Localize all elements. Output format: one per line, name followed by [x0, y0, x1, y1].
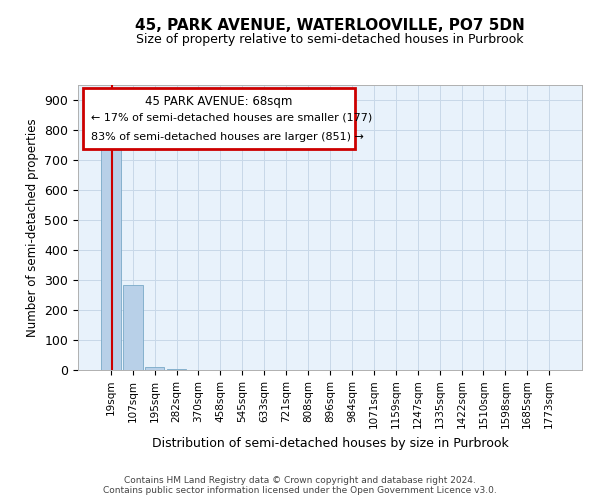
Bar	[145, 367, 164, 370]
Bar	[123, 284, 143, 370]
Text: ← 17% of semi-detached houses are smaller (177): ← 17% of semi-detached houses are smalle…	[91, 112, 372, 122]
Text: 45 PARK AVENUE: 68sqm: 45 PARK AVENUE: 68sqm	[145, 95, 293, 108]
X-axis label: Distribution of semi-detached houses by size in Purbrook: Distribution of semi-detached houses by …	[152, 437, 508, 450]
Text: 83% of semi-detached houses are larger (851) →: 83% of semi-detached houses are larger (…	[91, 132, 364, 142]
Bar	[101, 145, 121, 370]
Y-axis label: Number of semi-detached properties: Number of semi-detached properties	[26, 118, 39, 337]
FancyBboxPatch shape	[83, 88, 355, 149]
Text: Contains HM Land Registry data © Crown copyright and database right 2024.
Contai: Contains HM Land Registry data © Crown c…	[103, 476, 497, 495]
Text: Size of property relative to semi-detached houses in Purbrook: Size of property relative to semi-detach…	[136, 32, 524, 46]
Text: 45, PARK AVENUE, WATERLOOVILLE, PO7 5DN: 45, PARK AVENUE, WATERLOOVILLE, PO7 5DN	[135, 18, 525, 32]
